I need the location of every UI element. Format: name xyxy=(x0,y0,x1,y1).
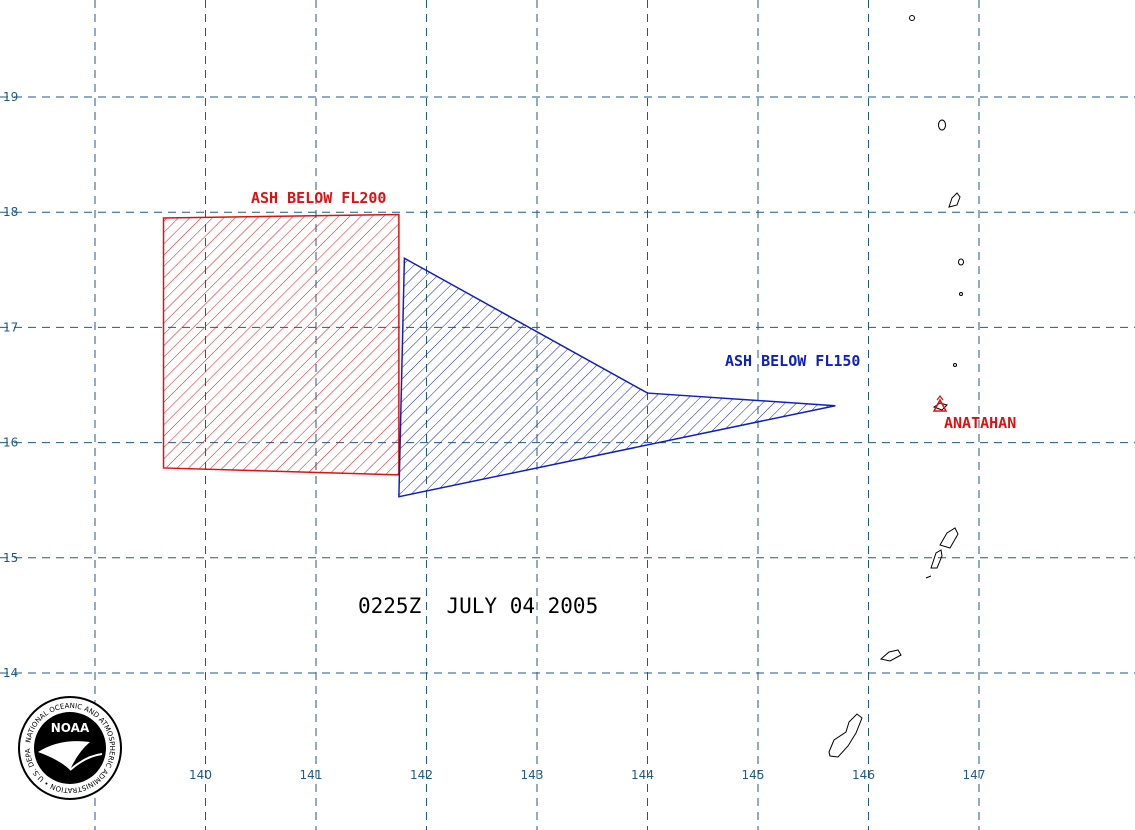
lon-label-146: 146 xyxy=(852,768,875,782)
volcano-icon xyxy=(932,395,948,412)
island-pagan xyxy=(959,292,963,296)
island-agrihan xyxy=(958,258,964,266)
island-sarigan xyxy=(939,527,959,549)
latitude-labels: 14 15 16 17 18 19 xyxy=(3,90,18,680)
advisory-timestamp: 0225Z JULY 04 2005 xyxy=(358,594,598,618)
ash-area-fl150 xyxy=(398,257,836,498)
lat-label-14: 14 xyxy=(3,666,18,680)
lon-label-144: 144 xyxy=(631,768,654,782)
island-asuncion xyxy=(948,192,961,208)
lat-label-15: 15 xyxy=(3,551,18,565)
lon-label-142: 142 xyxy=(410,768,433,782)
lon-label-143: 143 xyxy=(521,768,544,782)
islands xyxy=(828,15,964,758)
lat-label-19: 19 xyxy=(3,90,18,104)
noaa-logo-word: NOAA xyxy=(51,721,90,735)
lat-label-18: 18 xyxy=(3,205,18,219)
island-tinian xyxy=(828,713,863,758)
lon-label-145: 145 xyxy=(742,768,765,782)
volcano-name-label: ANATAHAN xyxy=(944,414,1016,432)
island-farallon-de-medinilla xyxy=(925,575,932,579)
longitude-labels: 139140141142143144145146147 xyxy=(79,768,986,782)
lon-label-141: 141 xyxy=(300,768,323,782)
island-maug xyxy=(938,119,946,131)
island-alamagan xyxy=(953,363,957,367)
lat-label-17: 17 xyxy=(3,320,18,334)
island-guguan xyxy=(930,549,943,569)
island-farallon-de-pajaros xyxy=(909,15,915,21)
lon-label-140: 140 xyxy=(189,768,212,782)
ash-area-fl150-label: ASH BELOW FL150 xyxy=(725,352,860,370)
ash-area-fl200 xyxy=(162,213,400,476)
island-saipan xyxy=(879,649,902,662)
lat-label-16: 16 xyxy=(3,436,18,450)
ash-area-fl200-label: ASH BELOW FL200 xyxy=(251,189,386,207)
lon-label-147: 147 xyxy=(963,768,986,782)
